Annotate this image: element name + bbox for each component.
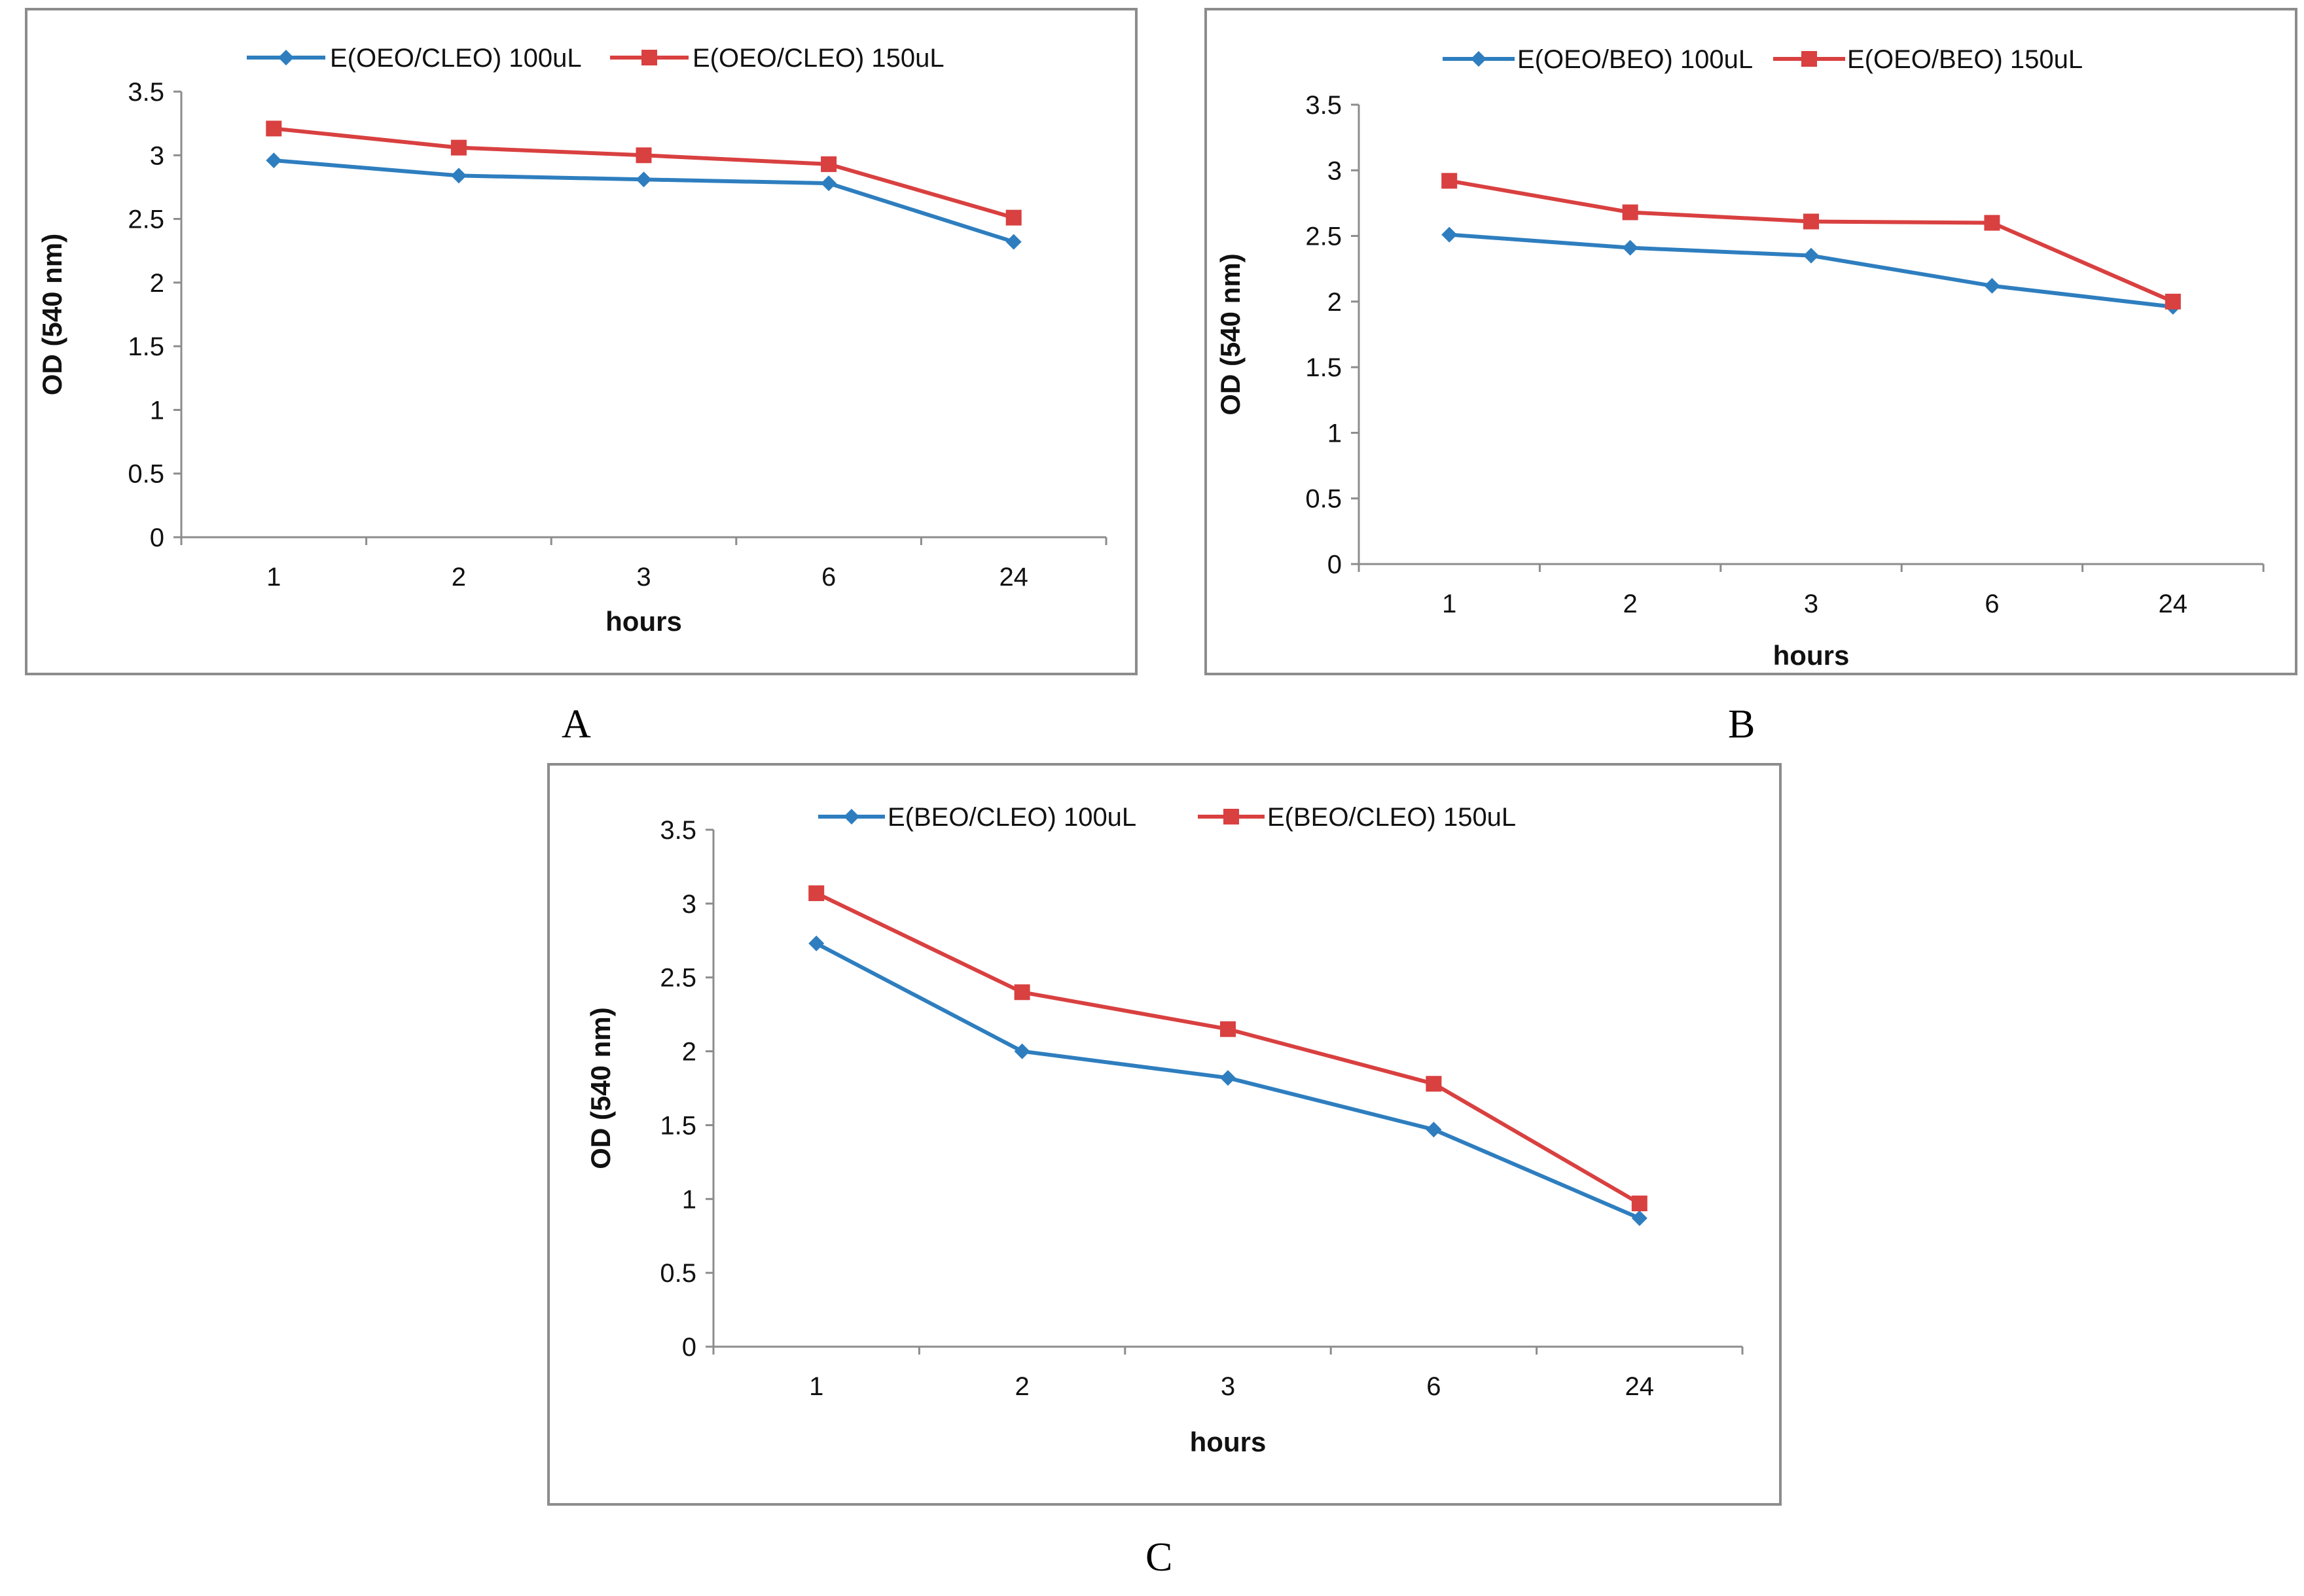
x-tick-label: 1 bbox=[266, 563, 281, 592]
legend-label-1: E(BEO/CLEO) 100uL bbox=[888, 803, 1136, 832]
series-1-point bbox=[821, 175, 837, 192]
x-axis-title: hours bbox=[605, 606, 682, 637]
y-tick-label: 3.5 bbox=[660, 816, 696, 845]
x-tick-label: 3 bbox=[1221, 1372, 1235, 1401]
series-2-point bbox=[1441, 173, 1458, 189]
series-2-point bbox=[636, 147, 652, 164]
series-1-point bbox=[1631, 1210, 1647, 1226]
y-tick-label: 2.5 bbox=[660, 964, 696, 993]
y-tick-label: 1.5 bbox=[660, 1111, 696, 1140]
legend-label-1: E(OEO/BEO) 100uL bbox=[1517, 45, 1753, 74]
legend-marker-1 bbox=[844, 809, 859, 825]
panel-letter-b: B bbox=[1728, 702, 1755, 747]
legend-label-1: E(OEO/CLEO) 100uL bbox=[330, 44, 582, 73]
series-1-point bbox=[636, 171, 652, 188]
y-tick-label: 0.5 bbox=[128, 460, 164, 489]
x-tick-label: 6 bbox=[821, 563, 836, 592]
series-2-point bbox=[266, 120, 282, 137]
y-tick-label: 3 bbox=[150, 141, 164, 170]
y-axis-title: OD (540 nm) bbox=[585, 1007, 616, 1169]
chart-b-frame: 0 0.5 1 1.5 2 2.5 3 3.5 1 2 3 6 24 hours OD (540 nm) E(… bbox=[1204, 8, 2297, 675]
y-tick-label: 1.5 bbox=[128, 332, 164, 361]
chart-a: 0 0.5 1 1.5 2 2.5 3 3.5 1 2 3 6 24 hours OD (540 nm) E(… bbox=[37, 44, 1107, 637]
legend-label-2: E(OEO/BEO) 150uL bbox=[1847, 45, 2083, 74]
x-axis-title: hours bbox=[1773, 640, 1850, 671]
y-tick-label: 2.5 bbox=[128, 205, 164, 234]
series-1-point bbox=[1441, 226, 1458, 243]
legend-marker-1 bbox=[278, 50, 294, 65]
y-axis-title: OD (540 nm) bbox=[37, 234, 67, 395]
series-2-point bbox=[808, 885, 825, 902]
x-tick-label: 24 bbox=[999, 563, 1028, 592]
y-tick-label: 1 bbox=[1327, 419, 1342, 448]
x-tick-label: 2 bbox=[1015, 1372, 1029, 1401]
chart-c: 0 0.5 1 1.5 2 2.5 3 3.5 1 2 3 6 24 hours OD (540 nm) E(… bbox=[585, 803, 1744, 1457]
y-tick-label: 2 bbox=[682, 1038, 696, 1067]
y-tick-label: 3 bbox=[682, 890, 696, 919]
y-tick-label: 2 bbox=[1327, 288, 1342, 317]
series-line-1 bbox=[1449, 232, 2174, 309]
chart-c-frame: 0 0.5 1 1.5 2 2.5 3 3.5 1 2 3 6 24 hours OD (540 nm) E(… bbox=[547, 763, 1782, 1506]
y-axis-title: OD (540 nm) bbox=[1215, 253, 1246, 415]
series-1-point bbox=[1622, 239, 1638, 256]
y-tick-label: 1 bbox=[150, 396, 164, 425]
series-2-point bbox=[1220, 1021, 1236, 1037]
panel-letter-a: A bbox=[562, 702, 591, 747]
series-2-point bbox=[450, 139, 467, 156]
x-tick-label: 2 bbox=[452, 563, 466, 592]
series-1-point bbox=[1984, 277, 2000, 294]
series-line-2 bbox=[815, 891, 1641, 1205]
y-tick-label: 3 bbox=[1327, 156, 1342, 185]
x-tick-label: 3 bbox=[1804, 590, 1818, 618]
chart-a-frame: 0 0.5 1 1.5 2 2.5 3 3.5 1 2 3 6 24 hours OD (540 nm) E(… bbox=[25, 8, 1138, 675]
x-tick-label: 1 bbox=[1442, 590, 1456, 618]
x-tick-label: 2 bbox=[1623, 590, 1637, 618]
y-tick-label: 3.5 bbox=[128, 78, 164, 107]
panel-letter-c: C bbox=[1145, 1535, 1173, 1580]
series-2-point bbox=[2165, 293, 2181, 310]
x-tick-label: 3 bbox=[636, 563, 651, 592]
x-tick-label: 6 bbox=[1985, 590, 1999, 618]
series-1-point bbox=[1220, 1070, 1236, 1086]
y-tick-label: 1 bbox=[682, 1185, 696, 1214]
series-2-point bbox=[1984, 215, 2000, 231]
legend-marker-2 bbox=[1223, 809, 1239, 825]
series-1-point bbox=[1005, 234, 1022, 250]
y-tick-label: 1.5 bbox=[1305, 353, 1342, 382]
chart-b: 0 0.5 1 1.5 2 2.5 3 3.5 1 2 3 6 24 hours OD (540 nm) E(… bbox=[1215, 45, 2265, 671]
y-tick-label: 2 bbox=[150, 269, 164, 298]
legend-label-2: E(BEO/CLEO) 150uL bbox=[1267, 803, 1516, 832]
y-tick-label: 0 bbox=[1327, 550, 1342, 579]
series-1-point bbox=[1803, 247, 1819, 264]
series-2-point bbox=[1803, 213, 1819, 230]
legend-marker-1 bbox=[1471, 51, 1486, 67]
x-tick-label: 24 bbox=[2159, 590, 2188, 618]
legend-label-2: E(OEO/CLEO) 150uL bbox=[693, 44, 945, 73]
series-2-point bbox=[1426, 1076, 1442, 1092]
y-tick-label: 0 bbox=[682, 1333, 696, 1362]
series-1-point bbox=[1014, 1043, 1030, 1059]
series-2-point bbox=[1631, 1196, 1647, 1212]
y-tick-label: 0.5 bbox=[660, 1259, 696, 1288]
x-tick-label: 24 bbox=[1625, 1372, 1655, 1401]
legend-marker-2 bbox=[1801, 51, 1817, 67]
x-axis-title: hours bbox=[1190, 1427, 1267, 1457]
series-2-point bbox=[1622, 204, 1638, 221]
series-2-point bbox=[1005, 209, 1022, 226]
series-1-point bbox=[266, 152, 282, 169]
legend-marker-2 bbox=[641, 50, 657, 65]
y-tick-label: 2.5 bbox=[1305, 222, 1342, 251]
series-2-point bbox=[821, 156, 837, 172]
series-1-point bbox=[1426, 1122, 1442, 1138]
y-tick-label: 3.5 bbox=[1305, 91, 1342, 120]
series-2-point bbox=[1014, 984, 1030, 1001]
x-tick-label: 1 bbox=[809, 1372, 823, 1401]
y-tick-label: 0 bbox=[150, 523, 164, 552]
series-1-point bbox=[450, 168, 467, 184]
y-tick-label: 0.5 bbox=[1305, 485, 1342, 514]
series-1-point bbox=[808, 935, 825, 951]
x-tick-label: 6 bbox=[1426, 1372, 1441, 1401]
